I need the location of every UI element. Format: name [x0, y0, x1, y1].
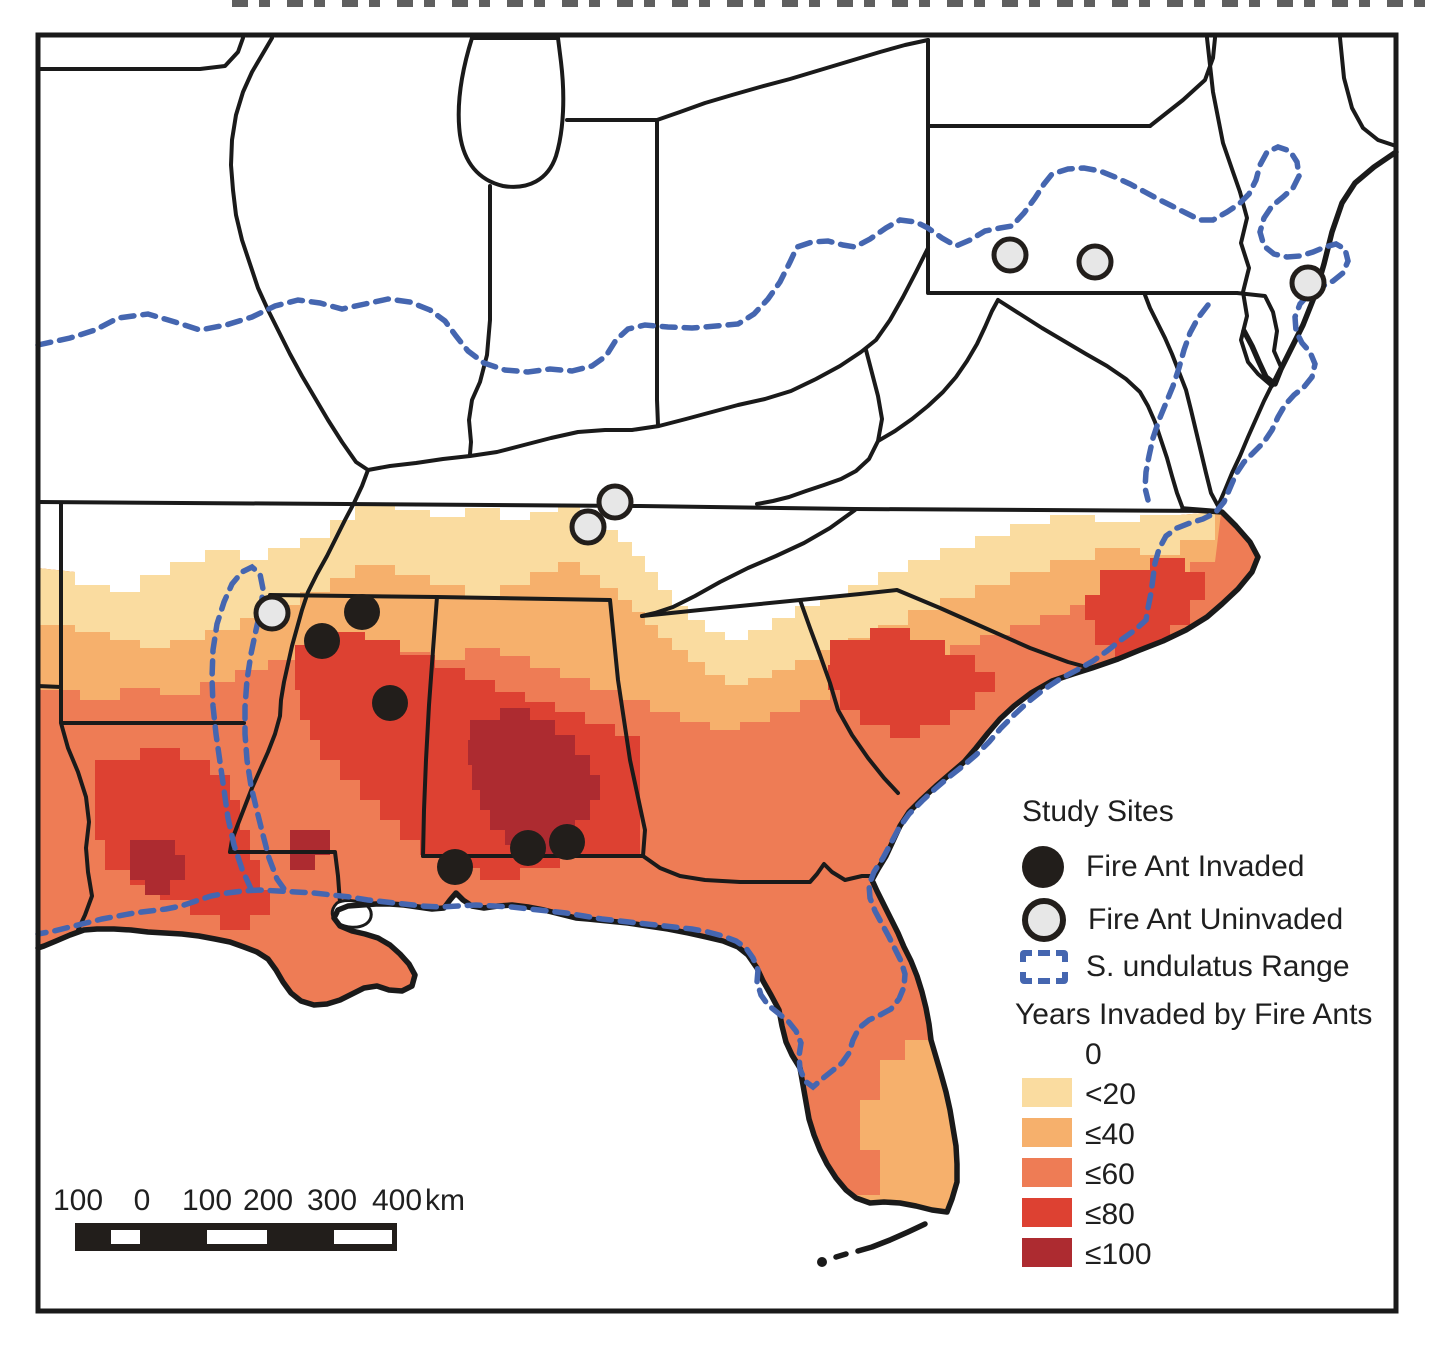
site-marker-uninvaded — [991, 236, 1029, 274]
legend-swatch-le80 — [1022, 1198, 1072, 1227]
map-frame-border — [35, 32, 1399, 1314]
scalebar-label-100-left: 100 — [52, 1184, 104, 1217]
site-marker-invaded — [437, 849, 473, 885]
legend-item-fire-ant-uninvaded: Fire Ant Uninvaded — [1022, 898, 1343, 942]
site-marker-invaded — [344, 594, 380, 630]
legend-class-label-0: 0 — [1085, 1038, 1102, 1071]
range-chesapeake-west-shore — [1142, 302, 1211, 503]
river-potomac-chesapeake-west — [996, 298, 1185, 511]
border-northcarolina-southcarolina — [640, 588, 1092, 670]
scalebar-label-0: 0 — [133, 1184, 151, 1217]
scalebar-unit-km: km — [425, 1184, 465, 1217]
scalebar-segment-white-1 — [111, 1230, 140, 1244]
scalebar-segment-white-2 — [207, 1230, 267, 1244]
site-marker-uninvaded — [596, 483, 634, 521]
scalebar-label-400: 400 — [371, 1184, 423, 1217]
legend-item-range: S. undulatus Range — [1020, 950, 1350, 984]
legend-swatch-le60 — [1022, 1158, 1072, 1187]
border-kentucky-virginia-northcarolina — [36, 500, 1220, 513]
site-marker-invaded — [510, 830, 546, 866]
legend-class-label-le60: ≤60 — [1085, 1158, 1135, 1191]
choropleth-class-100-alabama — [468, 708, 600, 855]
filled-circle-icon — [1022, 846, 1064, 888]
range-louisiana-loop — [209, 563, 290, 896]
choropleth-class-80-central-sc — [828, 628, 995, 738]
legend-label-range: S. undulatus Range — [1086, 950, 1350, 983]
border-iowa-missouri — [36, 36, 245, 71]
legend-title-years-invaded: Years Invaded by Fire Ants — [1015, 998, 1373, 1031]
site-marker-invaded — [549, 824, 585, 860]
border-georgia-southcarolina — [798, 598, 900, 795]
border-alabama-georgia — [608, 598, 647, 858]
coast-florida-keys — [833, 1221, 928, 1260]
legend-title-study-sites: Study Sites — [1022, 795, 1174, 828]
scalebar-label-300: 300 — [306, 1184, 358, 1217]
cropped-caption-remnant — [232, 0, 1440, 7]
s-undulatus-range-line — [35, 144, 1351, 1091]
coast-new-jersey — [1241, 149, 1399, 387]
choropleth-class-100-louisiana — [130, 830, 330, 895]
border-tennessee-northcarolina — [640, 508, 857, 618]
site-marker-uninvaded — [1289, 264, 1327, 302]
legend-item-fire-ant-invaded: Fire Ant Invaded — [1022, 846, 1304, 888]
border-georgia-florida — [641, 854, 872, 884]
legend-swatch-lt20 — [1022, 1078, 1072, 1107]
scalebar-label-200: 200 — [242, 1184, 294, 1217]
border-west-virginia — [755, 298, 1000, 506]
study-sites-fire-ant-invaded — [304, 594, 585, 885]
state-boundaries — [36, 36, 1398, 932]
lake-michigan — [456, 36, 566, 189]
dashed-rectangle-icon — [1020, 950, 1068, 984]
scalebar-label-100: 100 — [181, 1184, 233, 1217]
site-marker-invaded — [372, 685, 408, 721]
river-mississippi-lower — [228, 468, 370, 854]
border-arkansas-louisiana-texas — [36, 501, 246, 932]
range-northern-boundary — [35, 144, 1351, 1091]
river-mississippi-upper — [229, 36, 370, 472]
study-sites-fire-ant-uninvaded — [253, 236, 1327, 632]
peninsula-delmarva — [1143, 291, 1283, 508]
open-circle-icon — [1022, 898, 1066, 942]
site-marker-uninvaded — [569, 508, 607, 546]
choropleth-class-80-coastal-nc — [1085, 558, 1205, 658]
scalebar — [75, 1223, 397, 1251]
legend-class-label-lt20: <20 — [1085, 1078, 1136, 1111]
border-indiana-ohio — [655, 118, 660, 427]
site-marker-uninvaded — [1076, 243, 1114, 281]
site-marker-uninvaded — [253, 594, 291, 632]
border-mississippi-alabama — [421, 595, 439, 858]
site-marker-invaded — [304, 623, 340, 659]
border-newyork-lines — [1148, 36, 1398, 194]
legend-class-label-le80: ≤80 — [1085, 1198, 1135, 1231]
florida-keys-islet — [817, 1257, 827, 1267]
legend-class-label-le100: ≤100 — [1085, 1238, 1152, 1271]
river-delaware-nj — [1238, 190, 1274, 388]
border-illinois-indiana — [467, 184, 492, 456]
legend-label-uninvaded: Fire Ant Uninvaded — [1088, 903, 1344, 936]
scalebar-segment-white-3 — [334, 1230, 392, 1244]
legend-swatch-le100 — [1022, 1238, 1072, 1267]
choropleth-class-40-south-florida — [820, 1040, 970, 1212]
legend-class-label-le40: ≤40 — [1085, 1118, 1135, 1151]
shore-lake-erie — [655, 38, 930, 122]
legend-swatch-le40 — [1022, 1118, 1072, 1147]
legend-label-invaded: Fire Ant Invaded — [1086, 850, 1305, 883]
